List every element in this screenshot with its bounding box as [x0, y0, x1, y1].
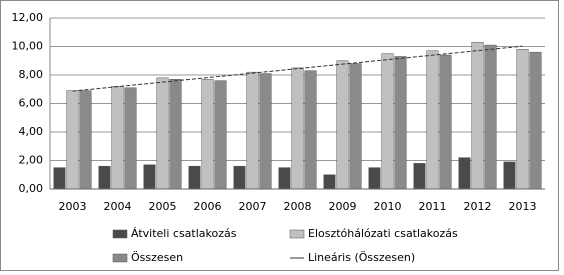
legend-swatch: [289, 229, 305, 239]
x-tick-label: 2009: [329, 200, 357, 213]
bar: [214, 80, 227, 190]
x-tick-label: 2011: [419, 200, 447, 213]
chart-border: [0, 0, 559, 271]
bar: [349, 63, 362, 190]
bar: [516, 49, 529, 190]
bar: [291, 67, 304, 190]
bar: [246, 71, 259, 190]
bar: [188, 165, 201, 190]
x-tick-label: 2003: [59, 200, 87, 213]
legend-label: Átviteli csatlakozás: [131, 227, 237, 240]
bar: [426, 50, 439, 190]
bar: [368, 167, 381, 190]
x-tick-label: 2012: [464, 200, 492, 213]
x-tick-label: 2007: [239, 200, 267, 213]
bar: [413, 163, 426, 190]
legend-swatch: [112, 253, 128, 263]
bar: [458, 157, 471, 190]
bar: [53, 167, 66, 190]
bar: [381, 53, 394, 190]
bar: [233, 165, 246, 190]
y-tick-label: 2,00: [19, 154, 44, 167]
x-tick-label: 2010: [374, 200, 402, 213]
bar: [484, 44, 497, 190]
bar: [79, 90, 92, 190]
bar: [156, 77, 169, 190]
y-tick-label: 0,00: [19, 182, 44, 195]
x-tick-label: 2008: [284, 200, 312, 213]
bar: [98, 165, 111, 190]
bar: [439, 54, 452, 190]
legend-label: Lineáris (Összesen): [308, 251, 415, 264]
bar: [124, 87, 137, 190]
bar: [111, 86, 124, 190]
y-tick-label: 4,00: [19, 125, 44, 138]
bar: [471, 41, 484, 190]
bar: [323, 174, 336, 190]
bar: [529, 51, 542, 190]
bar: [169, 79, 182, 190]
x-tick-label: 2004: [104, 200, 132, 213]
y-tick-label: 8,00: [19, 68, 44, 81]
bar: [66, 90, 79, 190]
trendline: [72, 45, 523, 92]
x-tick-label: 2006: [194, 200, 222, 213]
x-tick-label: 2005: [149, 200, 177, 213]
y-tick-label: 10,00: [12, 40, 44, 53]
legend-swatch: [112, 229, 128, 239]
legend-label: Elosztóhálózati csatlakozás: [308, 227, 458, 240]
bar: [304, 70, 317, 190]
legend-label: Összesen: [131, 251, 183, 264]
bar: [278, 167, 291, 190]
bar: [201, 79, 214, 190]
bar: [259, 73, 272, 190]
y-tick-label: 12,00: [12, 11, 44, 24]
bar: [143, 164, 156, 190]
bar: [336, 60, 349, 190]
bar: [394, 56, 407, 190]
y-tick-label: 6,00: [19, 97, 44, 110]
x-tick-label: 2013: [509, 200, 537, 213]
bar: [503, 161, 516, 190]
